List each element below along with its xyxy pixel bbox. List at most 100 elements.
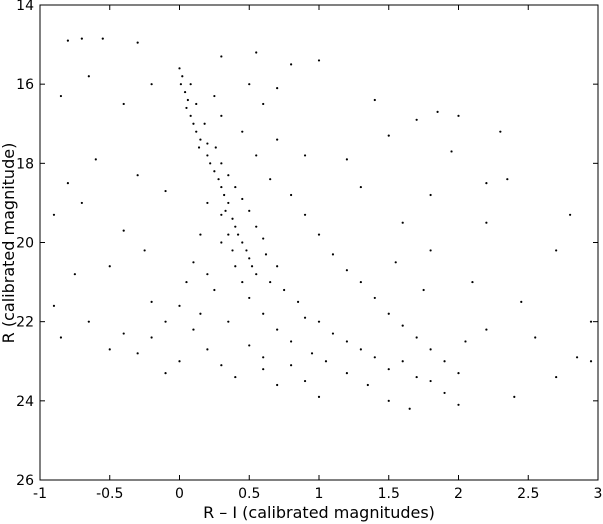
- point: [80, 37, 83, 40]
- point: [248, 209, 251, 212]
- point: [250, 265, 254, 268]
- point: [80, 201, 83, 205]
- point: [387, 368, 390, 371]
- point: [186, 98, 189, 102]
- point: [248, 83, 251, 86]
- point: [429, 193, 432, 197]
- point: [248, 257, 251, 260]
- point: [345, 269, 348, 272]
- point: [101, 37, 104, 40]
- point: [209, 162, 212, 165]
- point: [520, 300, 523, 303]
- point: [197, 146, 201, 149]
- point: [359, 185, 362, 189]
- point: [262, 102, 265, 106]
- point: [387, 399, 390, 402]
- point: [87, 75, 90, 78]
- point: [255, 225, 258, 228]
- point: [366, 383, 369, 387]
- point: [59, 94, 63, 98]
- point: [464, 340, 467, 343]
- point: [189, 83, 192, 86]
- point: [443, 391, 446, 395]
- point: [373, 356, 376, 359]
- point: [122, 229, 125, 232]
- point: [59, 336, 63, 339]
- point: [324, 360, 328, 363]
- x-tick-label: -1: [33, 486, 47, 502]
- point: [227, 233, 230, 236]
- y-tick-label: 14: [16, 0, 34, 14]
- point: [471, 280, 474, 284]
- point: [394, 261, 397, 264]
- point: [52, 304, 56, 307]
- point: [359, 348, 362, 351]
- point: [276, 265, 279, 268]
- point: [345, 372, 348, 375]
- point: [206, 154, 209, 157]
- point: [555, 375, 558, 379]
- point: [575, 356, 579, 359]
- point: [87, 320, 90, 323]
- point: [359, 280, 362, 284]
- point: [485, 221, 488, 224]
- point: [136, 174, 139, 177]
- point: [234, 225, 237, 228]
- point: [255, 273, 258, 276]
- point: [206, 273, 209, 276]
- x-tick-label: 0.5: [238, 486, 260, 502]
- point: [331, 332, 335, 335]
- point: [387, 312, 390, 315]
- point: [262, 312, 265, 315]
- point: [276, 383, 279, 387]
- point: [296, 300, 300, 303]
- point: [283, 288, 286, 292]
- y-axis-label: R (calibrated magnitude): [0, 143, 18, 344]
- point: [234, 265, 237, 268]
- point: [73, 273, 76, 276]
- x-tick-label: 3: [594, 486, 603, 502]
- point: [401, 360, 404, 363]
- point: [206, 142, 209, 145]
- point: [122, 332, 125, 335]
- point: [185, 280, 188, 284]
- x-tick-label: 2.5: [517, 486, 539, 502]
- point: [443, 360, 446, 363]
- point: [178, 304, 181, 307]
- point: [245, 249, 248, 252]
- y-tick-label: 26: [16, 473, 34, 489]
- point: [589, 320, 593, 323]
- point: [303, 379, 307, 383]
- point: [422, 288, 425, 292]
- point: [164, 189, 167, 193]
- point: [429, 379, 432, 383]
- point: [231, 249, 234, 252]
- point: [143, 249, 146, 252]
- point: [199, 138, 202, 141]
- point: [220, 55, 223, 58]
- point: [66, 39, 69, 42]
- point: [122, 102, 125, 106]
- point: [164, 372, 167, 375]
- y-tick-label: 20: [16, 236, 34, 252]
- point: [331, 253, 335, 256]
- point: [231, 217, 234, 220]
- point: [589, 360, 593, 363]
- point: [150, 83, 153, 86]
- point: [457, 403, 460, 406]
- x-tick-label: -0.5: [96, 486, 123, 502]
- point: [415, 336, 418, 339]
- point: [220, 364, 223, 367]
- point: [195, 102, 198, 106]
- point: [317, 395, 321, 398]
- x-tick-label: 0: [175, 486, 184, 502]
- point: [178, 360, 181, 363]
- point: [136, 41, 139, 44]
- x-tick-label: 2: [454, 486, 463, 502]
- point: [150, 300, 153, 303]
- point: [199, 233, 202, 236]
- y-tick-label: 22: [16, 315, 34, 331]
- point: [269, 280, 272, 284]
- point: [234, 185, 237, 189]
